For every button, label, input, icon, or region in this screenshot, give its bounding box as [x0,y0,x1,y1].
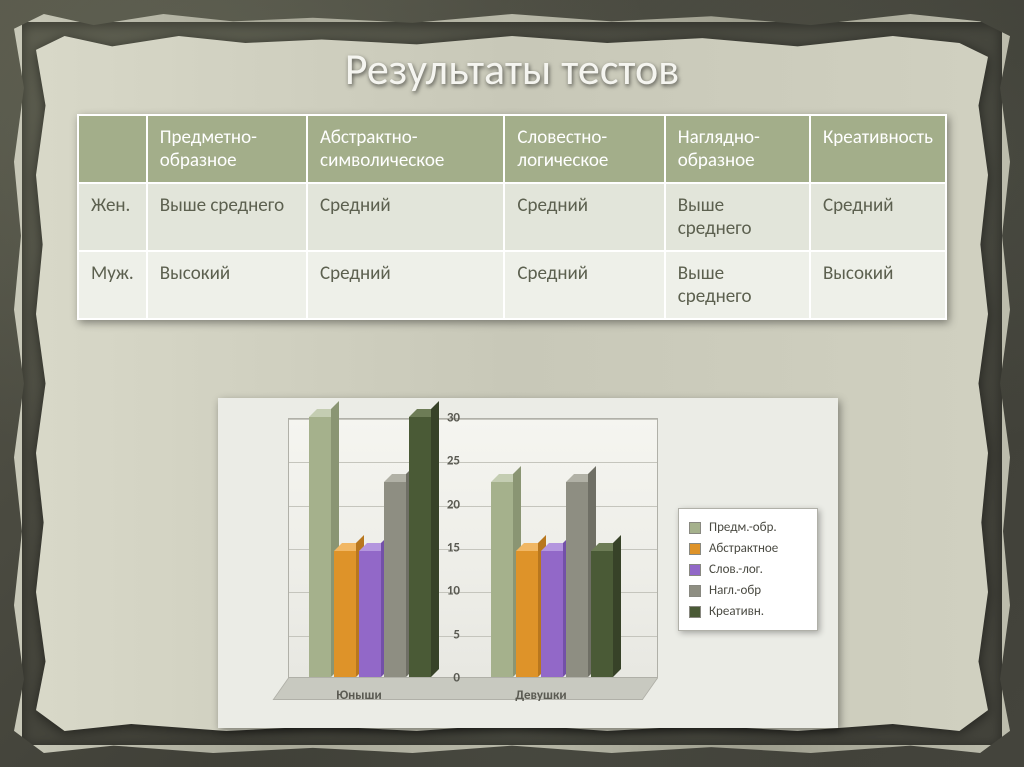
legend-swatch [689,564,701,576]
bar [359,551,381,677]
th-col5: Креативность [810,115,946,183]
bar [409,417,431,677]
gridline [289,506,657,507]
th-col2: Абстрактно-символическое [307,115,504,183]
legend-item: Слов.-лог. [689,559,807,580]
legend-item: Креативн. [689,601,807,622]
table-header-row: Предметно-образное Абстрактно-символичес… [78,115,946,183]
th-col4: Наглядно-образное [665,115,810,183]
th-col3: Словестно-логическое [504,115,664,183]
legend-swatch [689,543,701,555]
legend-label: Абстрактное [709,541,778,556]
legend-label: Слов.-лог. [709,562,763,577]
legend-label: Креативн. [709,604,764,619]
chart-plot-area [288,418,658,678]
legend-swatch [689,606,701,618]
cell: Выше среднего [665,183,810,251]
bar [309,417,331,677]
bar [384,482,406,677]
table-row: Жен. Выше среднего Средний Средний Выше … [78,183,946,251]
cell: Выше среднего [665,251,810,319]
th-blank [78,115,147,183]
bar [566,482,588,677]
page-title: Результаты тестов [28,42,996,96]
cell: Муж. [78,251,147,319]
legend-swatch [689,522,701,534]
table-row: Муж. Высокий Средний Средний Выше средне… [78,251,946,319]
bar [516,551,538,677]
y-axis-label: 20 [430,497,460,512]
chart-legend: Предм.-обр. Абстрактное Слов.-лог. Нагл.-об… [678,508,818,631]
cell: Жен. [78,183,147,251]
cell: Высокий [147,251,307,319]
bar [541,551,563,677]
legend-item: Абстрактное [689,538,807,559]
content-area: Результаты тестов Предметно-образное Абс… [28,28,996,739]
cell: Средний [307,183,504,251]
y-axis-label: 5 [430,627,460,642]
results-table: Предметно-образное Абстрактно-символичес… [77,114,947,320]
y-axis-label: 0 [430,671,460,686]
bar-chart: Предм.-обр. Абстрактное Слов.-лог. Нагл.-об… [218,398,838,728]
bar [334,551,356,677]
bar [491,482,513,677]
y-axis-label: 25 [430,454,460,469]
y-axis-label: 10 [430,584,460,599]
cell: Средний [810,183,946,251]
legend-item: Нагл.-обр [689,580,807,601]
cell: Средний [504,183,664,251]
cell: Средний [307,251,504,319]
cell: Средний [504,251,664,319]
legend-label: Предм.-обр. [709,520,777,535]
th-col1: Предметно-образное [147,115,307,183]
y-axis-label: 15 [430,541,460,556]
x-axis-label: Девушки [475,688,607,703]
cell: Высокий [810,251,946,319]
legend-swatch [689,585,701,597]
x-axis-label: Юныши [293,688,425,703]
cell: Выше среднего [147,183,307,251]
legend-label: Нагл.-обр [709,583,761,598]
legend-item: Предм.-обр. [689,517,807,538]
bar [591,551,613,677]
y-axis-label: 30 [430,411,460,426]
gridline [289,462,657,463]
gridline [289,419,657,420]
